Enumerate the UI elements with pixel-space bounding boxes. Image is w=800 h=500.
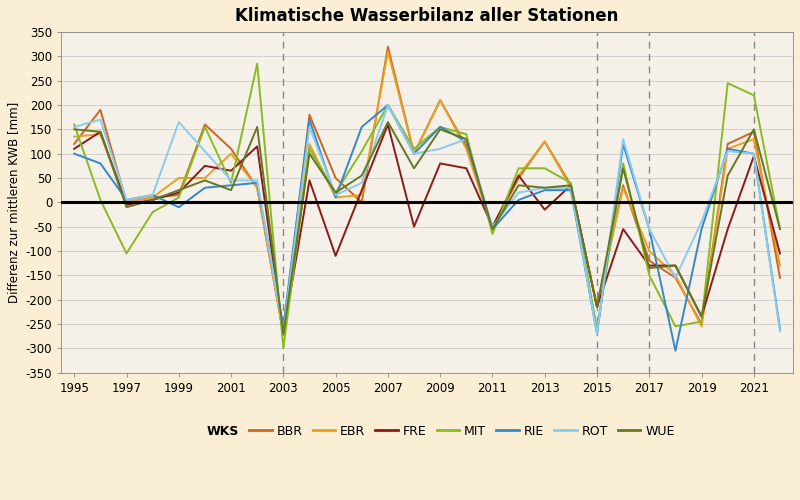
Legend: WKS, BBR, EBR, FRE, MIT, RIE, ROT, WUE: WKS, BBR, EBR, FRE, MIT, RIE, ROT, WUE <box>174 420 680 442</box>
Y-axis label: Differenz zur mittleren KWB [mm]: Differenz zur mittleren KWB [mm] <box>7 102 20 303</box>
Title: Klimatische Wasserbilanz aller Stationen: Klimatische Wasserbilanz aller Stationen <box>235 7 618 25</box>
